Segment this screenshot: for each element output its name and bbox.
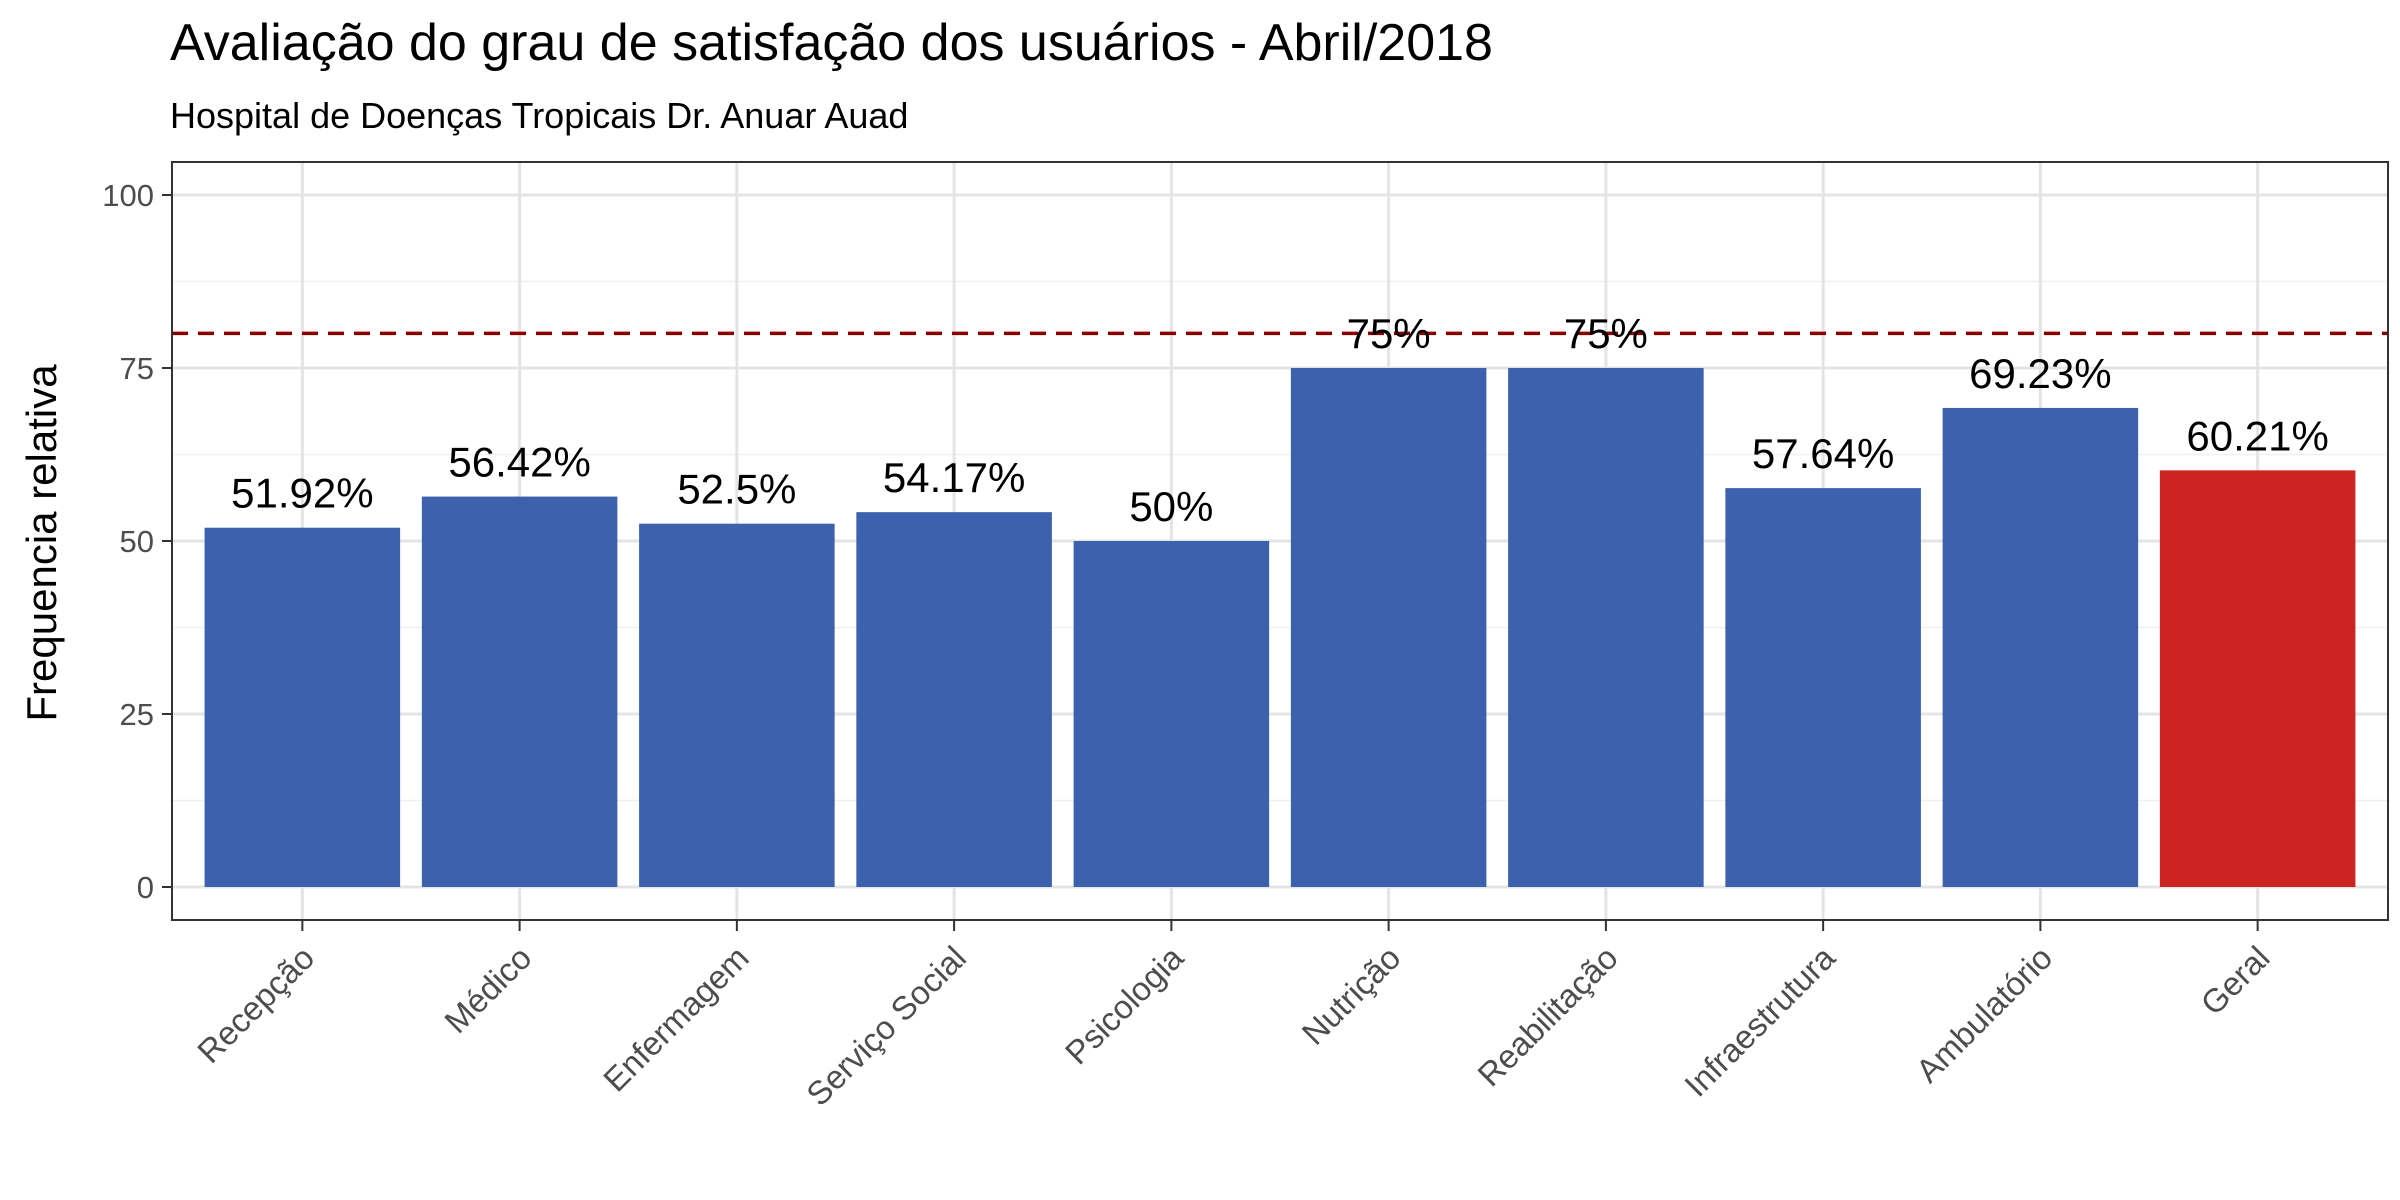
x-tick-label: Psicologia	[1058, 938, 1191, 1071]
y-tick-label: 25	[120, 697, 154, 732]
x-tick-label: Geral	[2193, 939, 2276, 1022]
y-tick-label: 75	[120, 351, 154, 386]
x-axis: Recepção Médico Enfermagem Serviço Social Ps…	[190, 920, 2277, 1113]
data-label: 51.92%	[231, 470, 373, 517]
bar	[1508, 368, 1704, 887]
data-label: 52.5%	[677, 466, 796, 513]
data-labels: 51.92% 56.42% 52.5% 54.17% 50% 75% 75% 57.64% 69…	[231, 310, 2329, 530]
x-tick-label: Nutrição	[1295, 939, 1408, 1052]
y-tick-label: 100	[102, 178, 154, 213]
x-tick-label: Reabilitação	[1470, 939, 1625, 1094]
chart-title: Avaliação do grau de satisfação dos usuá…	[170, 14, 1493, 72]
bar	[421, 496, 618, 887]
data-label: 50%	[1129, 483, 1213, 530]
bar	[856, 512, 1052, 887]
x-tick-label: Médico	[437, 939, 538, 1040]
bars	[204, 368, 2356, 887]
bar	[1942, 407, 2139, 887]
bar	[639, 523, 835, 887]
data-label: 54.17%	[883, 454, 1025, 501]
y-tick-label: 0	[137, 870, 154, 905]
bar	[2159, 470, 2356, 887]
data-label: 75%	[1564, 310, 1648, 357]
y-axis: 0 25 50 75 100	[102, 178, 172, 905]
x-tick-label: Serviço Social	[799, 939, 973, 1113]
chart-subtitle: Hospital de Doenças Tropicais Dr. Anuar …	[170, 95, 908, 136]
y-tick-label: 50	[120, 524, 154, 559]
bar	[1725, 488, 1921, 887]
data-label: 57.64%	[1752, 430, 1894, 477]
x-tick-label: Recepção	[190, 939, 321, 1070]
x-tick-label: Ambulatório	[1909, 939, 2060, 1090]
bar	[1290, 368, 1487, 887]
data-label: 75%	[1347, 310, 1431, 357]
bar	[204, 527, 401, 887]
data-label: 60.21%	[2186, 412, 2328, 459]
data-label: 69.23%	[1969, 350, 2111, 397]
x-tick-label: Infraestrutura	[1677, 938, 1842, 1103]
y-axis-label: Frequencia relativa	[18, 364, 65, 722]
x-tick-label: Enfermagem	[596, 939, 756, 1099]
data-label: 56.42%	[448, 439, 590, 486]
bar	[1073, 541, 1270, 887]
